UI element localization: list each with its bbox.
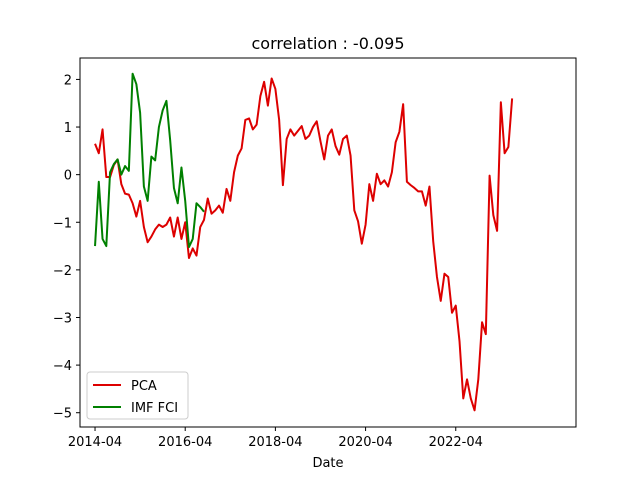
plot-frame: [79, 57, 577, 428]
legend: PCA IMF FCI: [86, 371, 189, 420]
y-axis-ticks: 2 1 0 −1 −2 −3 −4 −5: [53, 73, 80, 422]
y-tick-label: 2: [64, 73, 72, 88]
plot-lines: [94, 72, 514, 412]
legend-label-pca: PCA: [131, 379, 157, 394]
y-tick-label: 0: [64, 169, 72, 184]
x-tick-label: 2014-04: [68, 435, 122, 450]
x-axis-ticks: 2014-04 2016-04 2018-04 2020-04 2022-04: [68, 427, 483, 450]
x-tick-label: 2022-04: [429, 435, 483, 450]
x-tick-label: 2018-04: [248, 435, 302, 450]
y-tick-label: −3: [53, 311, 72, 326]
x-tick-label: 2020-04: [338, 435, 392, 450]
x-axis-label: Date: [312, 456, 343, 471]
chart-title: correlation : -0.095: [252, 34, 405, 53]
y-tick-label: −5: [53, 407, 72, 422]
y-tick-label: −2: [53, 264, 72, 279]
x-tick-label: 2016-04: [158, 435, 212, 450]
legend-label-imf-fci: IMF FCI: [131, 401, 178, 416]
series-line-imf-fci: [94, 72, 205, 249]
y-tick-label: −1: [53, 216, 72, 231]
y-tick-label: −4: [53, 359, 72, 374]
series-line-pca: [94, 77, 514, 412]
y-tick-label: 1: [64, 121, 72, 136]
